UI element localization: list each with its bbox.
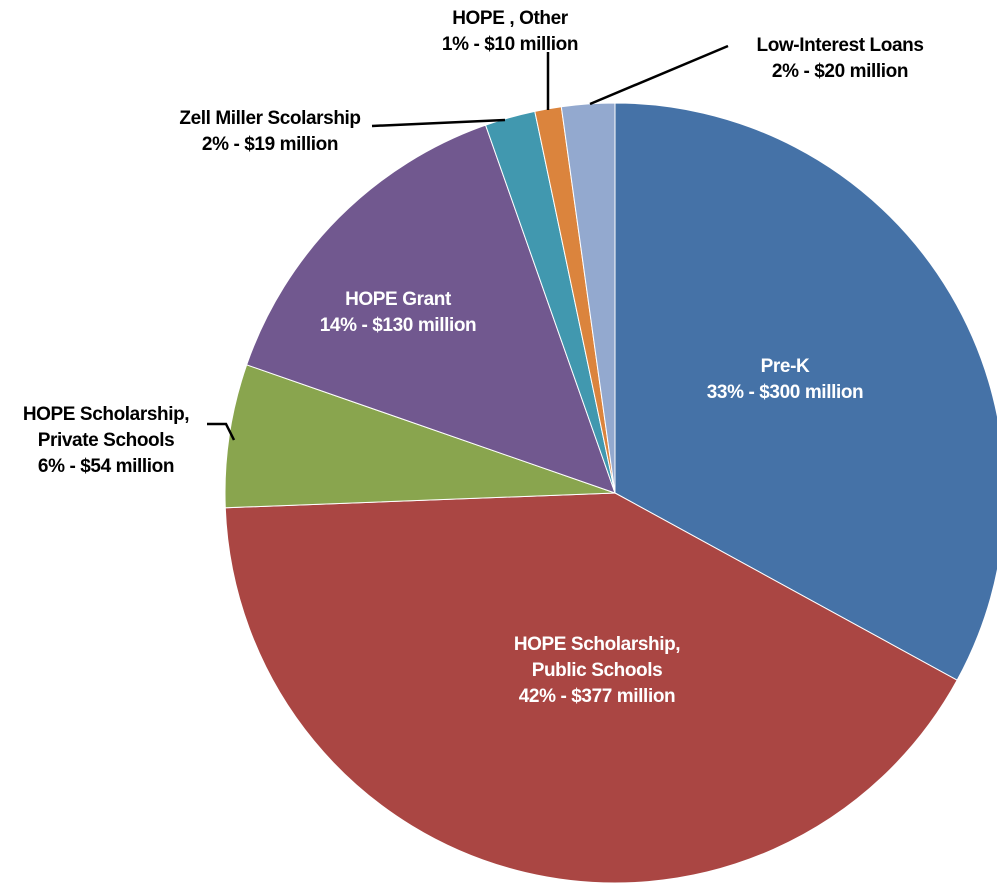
category-name: Zell Miller Scolarship [179,108,361,129]
pie-slice [560,102,616,494]
category-name: HOPE Scholarship, Private Schools [22,404,190,451]
pie-slice [224,364,616,509]
category-name: HOPE Scholarship, Public Schools [513,634,681,681]
pie-slice [224,492,958,884]
value-label: 1% - $10 million [441,34,579,55]
value-label: 6% - $54 million [37,456,175,477]
value-label: 42% - $377 million [518,686,676,707]
pie-slice [614,102,997,681]
slice-label: HOPE Scholarship, Private Schools 6% - $5… [6,402,206,480]
value-label: 2% - $20 million [771,61,909,82]
slice-label: HOPE , Other 1% - $10 million [441,6,579,58]
leader-line [589,44,729,106]
slice-label: HOPE Grant 14% - $130 million [319,287,477,339]
value-label: 33% - $300 million [706,382,864,403]
pie-slice [246,124,616,494]
slice-label: HOPE Scholarship, Public Schools 42% - $3… [502,632,692,710]
slice-label: Zell Miller Scolarship 2% - $19 million [179,106,361,158]
category-name: Pre-K [760,356,810,377]
leader-line [207,422,236,441]
leader-line [371,118,506,128]
slices [224,102,997,884]
category-name: HOPE , Other [452,8,568,29]
leader-lines [207,44,729,441]
value-label: 2% - $19 million [201,134,339,155]
value-label: 14% - $130 million [319,315,477,336]
category-name: Low-Interest Loans [756,35,924,56]
slice-label: Low-Interest Loans 2% - $20 million [757,33,924,85]
slice-label: Pre-K 33% - $300 million [706,354,864,406]
category-name: HOPE Grant [345,289,451,310]
